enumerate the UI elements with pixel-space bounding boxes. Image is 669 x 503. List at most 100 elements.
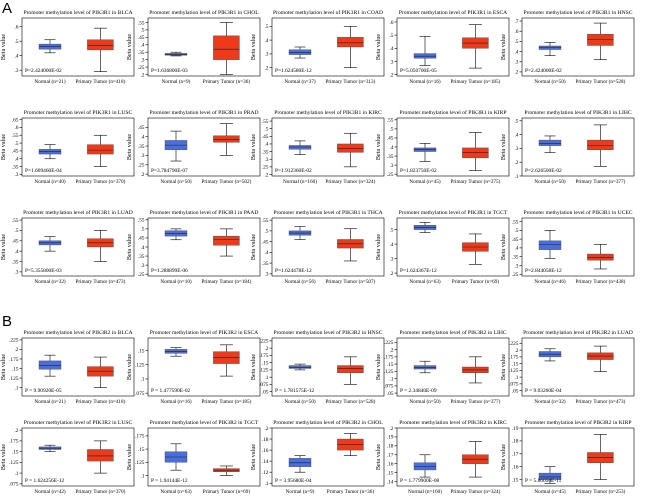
y-tick-label: .2 (140, 172, 144, 178)
tumor-box (87, 39, 114, 51)
normal-group-label: Normal (n=16) (160, 398, 192, 405)
y-tick-label: .45 (138, 236, 145, 242)
y-tick-label: .3 (389, 256, 393, 262)
y-tick-label: .225 (9, 338, 19, 344)
y-tick-label: .3 (514, 60, 518, 66)
y-tick-label: .2 (264, 66, 268, 72)
y-tick-label: .45 (138, 35, 145, 41)
chart-panel: Promoter methylation level of PIK3R1 in … (0, 209, 135, 285)
y-tick-label: .17 (512, 452, 519, 458)
chart-title: Promoter methylation level of PIK3R1 in … (524, 109, 631, 116)
y-tick-label: .45 (262, 134, 269, 140)
y-axis-label: Beta value (375, 234, 382, 261)
tumor-group-label: Primary Tumor (n=370) (75, 178, 125, 185)
y-tick-label: .5 (264, 24, 268, 30)
y-tick-label: .225 (384, 340, 394, 346)
tumor-group-label: Primary Tumor (n=370) (75, 488, 125, 495)
y-tick-label: .25 (138, 163, 145, 169)
tumor-group-label: Primary Tumor (n=69) (203, 488, 251, 495)
y-tick-label: .075 (9, 482, 19, 488)
y-tick-label: .25 (387, 172, 394, 178)
y-tick-label: .225 (509, 341, 519, 347)
y-tick-label: .35 (387, 154, 394, 160)
y-tick-label: .5 (389, 227, 393, 233)
y-axis-label: Beta value (500, 234, 507, 261)
normal-box (288, 145, 312, 150)
y-tick-label: .55 (12, 218, 19, 224)
plot-frame (147, 117, 261, 177)
tumor-group-label: Primary Tumor (n=324) (325, 178, 375, 185)
y-tick-label: .55 (387, 118, 394, 124)
y-tick-label: .4 (140, 135, 144, 141)
tumor-group-label: Primary Tumor (n=36) (327, 488, 375, 495)
y-axis-label: Beta value (375, 34, 382, 61)
y-tick-label: .6 (14, 125, 18, 131)
p-value-label: P=1.912360E-02 (275, 168, 312, 174)
plot-frame (21, 17, 135, 77)
y-tick-label: .16 (512, 464, 519, 470)
plot-frame (521, 217, 635, 277)
chart-title: Promoter methylation level of PIK3R2 in … (24, 419, 133, 426)
y-tick-label: .25 (138, 272, 145, 278)
chart-panel: Promoter methylation level of PIK3R2 in … (250, 329, 385, 405)
p-value-label: P=1.624367E-12 (400, 268, 437, 274)
tumor-box (213, 235, 240, 246)
chart-panel: Promoter methylation level of PIK3R1 in … (250, 209, 385, 285)
y-tick-label: .1 (140, 377, 144, 383)
plot-frame (21, 117, 135, 177)
y-axis-label: Beta value (126, 34, 133, 61)
y-tick-label: .15 (387, 362, 394, 368)
y-axis-label: Beta value (375, 354, 382, 381)
plot-frame (396, 17, 510, 77)
chart-title: Promoter methylation level of PIK3R2 in … (273, 419, 383, 426)
y-tick-label: .15 (262, 360, 269, 366)
chart-panel: Promoter methylation level of PIK3R1 in … (375, 209, 510, 285)
y-tick-label: .175 (135, 434, 145, 440)
y-tick-label: .4 (514, 246, 518, 252)
plot-frame (21, 337, 135, 397)
chart-panel: Promoter methylation level of PIK3R1 in … (0, 109, 135, 185)
y-tick-label: .3 (140, 57, 144, 63)
y-tick-label: .3 (514, 146, 518, 152)
p-value-label: P=2.424000E-02 (525, 68, 562, 74)
y-tick-label: .05 (262, 389, 269, 395)
tumor-group-label: Primary Tumor (n=313) (325, 78, 375, 85)
y-tick-label: .175 (384, 355, 394, 361)
p-value-label: P = 3.95680E-04 (275, 478, 312, 484)
y-tick-label: .35 (12, 164, 19, 170)
chart-title: Promoter methylation level of PIK3R2 in … (150, 329, 258, 336)
normal-group-label: Normal (n=50) (534, 78, 566, 85)
y-tick-label: .35 (262, 149, 269, 155)
p-value-label: P=5.050700E-05 (400, 68, 437, 74)
y-tick-label: .5 (14, 228, 18, 234)
tumor-box (587, 253, 614, 261)
y-tick-label: .3 (14, 172, 18, 178)
normal-group-label: Normal (n=50) (284, 398, 316, 405)
y-tick-label: .15 (138, 447, 145, 453)
normal-group-label: Normal (n=50) (534, 178, 566, 185)
normal-group-label: Normal (n=160) (408, 488, 442, 495)
y-tick-label: .5 (264, 126, 268, 132)
y-tick-label: .55 (138, 218, 145, 224)
y-tick-label: .1 (140, 473, 144, 479)
y-axis-label: Beta value (250, 444, 257, 471)
chart-panel: Promoter methylation level of PIK3R2 in … (500, 329, 635, 405)
y-tick-label: .65 (12, 117, 19, 123)
y-axis-label: Beta value (500, 354, 507, 381)
p-value-label: P=1.636800E-03 (151, 68, 188, 74)
y-tick-label: .35 (12, 259, 19, 265)
chart-panel: Promoter methylation level of PIK3R1 in … (375, 9, 510, 85)
p-value-label: P=1.624478E-12 (275, 268, 312, 274)
y-axis-label: Beta value (500, 444, 507, 471)
normal-box (38, 360, 62, 370)
y-tick-label: .125 (9, 460, 19, 466)
y-tick-label: .16 (387, 461, 394, 467)
y-tick-label: .15 (387, 470, 394, 476)
y-tick-label: .2 (14, 428, 18, 434)
chart-title: Promoter methylation level of PIK3R1 in … (273, 209, 382, 216)
y-tick-label: .1 (264, 481, 268, 487)
chart-panel: Promoter methylation level of PIK3R2 in … (126, 329, 261, 405)
tumor-group-label: Primary Tumor (n=184) (201, 278, 251, 285)
y-tick-label: .5 (389, 127, 393, 133)
normal-group-label: Normal (n=63) (160, 488, 192, 495)
